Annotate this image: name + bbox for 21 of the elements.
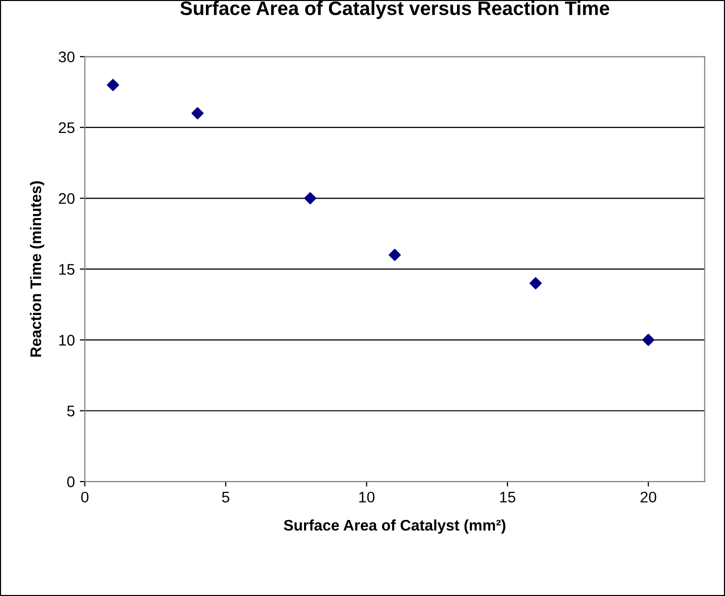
x-tick-label: 5 bbox=[222, 492, 230, 503]
chart-title: Surface Area of Catalyst versus Reaction Time bbox=[180, 0, 610, 19]
point bbox=[191, 107, 204, 120]
y-tick-label: 5 bbox=[67, 406, 74, 416]
y-axis-title: Reaction Time (minutes) bbox=[30, 181, 44, 357]
y-tick-label: 0 bbox=[67, 476, 75, 488]
y-tick-label: 20 bbox=[58, 193, 75, 204]
point bbox=[106, 78, 120, 92]
point bbox=[388, 248, 401, 262]
x-axis-title: Surface Area of Catalyst (mm²) bbox=[284, 519, 506, 534]
y-tick-label: 25 bbox=[58, 122, 74, 134]
point bbox=[642, 334, 654, 346]
x-tick-label: 0 bbox=[81, 492, 88, 503]
point bbox=[304, 192, 316, 204]
x-tick-label: 10 bbox=[359, 492, 374, 503]
y-tick-label: 15 bbox=[59, 264, 74, 275]
x-tick-label: 15 bbox=[500, 492, 516, 503]
y-tick-label: 10 bbox=[59, 334, 75, 346]
x-tick-label: 20 bbox=[640, 492, 656, 503]
point bbox=[530, 277, 542, 290]
y-tick-label: 30 bbox=[58, 51, 75, 62]
